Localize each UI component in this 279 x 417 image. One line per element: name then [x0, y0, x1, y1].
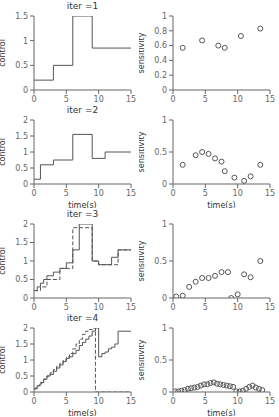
svg-text:time(s): time(s) — [68, 201, 96, 208]
svg-text:sensitivity: sensitivity — [139, 131, 146, 172]
html-text:iter =3: iter =3 — [66, 209, 99, 219]
svg-text:0: 0 — [170, 95, 175, 104]
svg-text:15: 15 — [265, 95, 275, 104]
svg-text:0: 0 — [31, 397, 36, 406]
svg-text:0.5: 0.5 — [15, 164, 28, 173]
svg-text:0: 0 — [23, 86, 28, 95]
svg-text:15: 15 — [265, 189, 275, 198]
html-text:iter =1: iter =1 — [66, 1, 99, 11]
svg-text:1: 1 — [23, 356, 28, 365]
svg-text:0: 0 — [162, 86, 167, 95]
svg-text:0.5: 0.5 — [154, 356, 167, 365]
svg-text:1: 1 — [162, 12, 167, 21]
svg-text:0: 0 — [31, 189, 36, 198]
svg-text:0.5: 0.5 — [15, 372, 28, 381]
svg-text:sensitivity: sensitivity — [139, 240, 146, 281]
svg-text:0: 0 — [170, 303, 175, 312]
svg-text:2: 2 — [23, 220, 28, 229]
svg-text:1: 1 — [162, 220, 167, 229]
svg-text:5: 5 — [64, 189, 69, 198]
svg-text:15: 15 — [265, 303, 275, 312]
svg-text:10: 10 — [94, 189, 104, 198]
svg-text:1: 1 — [23, 257, 28, 266]
svg-text:control: control — [0, 247, 7, 275]
svg-text:1: 1 — [23, 37, 28, 46]
svg-text:1: 1 — [162, 324, 167, 333]
svg-text:0.5: 0.5 — [15, 61, 28, 70]
svg-text:15: 15 — [265, 397, 275, 406]
svg-text:1.5: 1.5 — [15, 12, 28, 21]
svg-text:sensitivity: sensitivity — [139, 339, 146, 380]
svg-text:0.5: 0.5 — [15, 275, 28, 284]
html-text:iter =4: iter =4 — [66, 313, 99, 323]
svg-text:10: 10 — [233, 189, 243, 198]
svg-text:10: 10 — [94, 303, 104, 312]
svg-text:0: 0 — [162, 294, 167, 303]
svg-text:0.5: 0.5 — [154, 257, 167, 266]
svg-text:5: 5 — [64, 303, 69, 312]
svg-text:control: control — [0, 138, 7, 166]
svg-text:0.4: 0.4 — [154, 56, 167, 65]
svg-text:10: 10 — [94, 397, 104, 406]
svg-text:15: 15 — [126, 189, 136, 198]
svg-text:15: 15 — [126, 303, 136, 312]
svg-text:sensitivity: sensitivity — [139, 32, 146, 73]
svg-text:control: control — [0, 346, 7, 374]
svg-text:15: 15 — [126, 397, 136, 406]
svg-text:10: 10 — [233, 95, 243, 104]
svg-text:10: 10 — [233, 303, 243, 312]
svg-text:1.5: 1.5 — [15, 340, 28, 349]
svg-text:time(s): time(s) — [207, 201, 235, 208]
svg-text:control: control — [0, 39, 7, 67]
svg-text:1.5: 1.5 — [15, 238, 28, 247]
svg-text:10: 10 — [94, 95, 104, 104]
svg-text:0.6: 0.6 — [154, 41, 167, 50]
svg-text:5: 5 — [203, 189, 208, 198]
svg-text:5: 5 — [203, 303, 208, 312]
svg-text:0.2: 0.2 — [154, 71, 167, 80]
svg-text:5: 5 — [64, 95, 69, 104]
svg-text:0: 0 — [162, 180, 167, 189]
svg-text:0: 0 — [162, 388, 167, 397]
svg-text:1.5: 1.5 — [15, 132, 28, 141]
svg-text:0: 0 — [23, 388, 28, 397]
svg-text:0: 0 — [31, 95, 36, 104]
svg-text:0: 0 — [31, 303, 36, 312]
svg-text:15: 15 — [126, 95, 136, 104]
svg-text:0: 0 — [23, 180, 28, 189]
svg-text:time(s): time(s) — [207, 409, 235, 416]
svg-text:time(s): time(s) — [68, 409, 96, 416]
svg-text:0: 0 — [23, 294, 28, 303]
svg-text:0.5: 0.5 — [154, 148, 167, 157]
svg-text:1: 1 — [23, 148, 28, 157]
svg-text:5: 5 — [203, 397, 208, 406]
svg-text:0.8: 0.8 — [154, 27, 167, 36]
svg-text:2: 2 — [23, 324, 28, 333]
svg-text:10: 10 — [233, 397, 243, 406]
html-text:iter =2: iter =2 — [66, 105, 99, 115]
svg-text:0: 0 — [170, 189, 175, 198]
svg-text:0: 0 — [170, 397, 175, 406]
svg-text:1: 1 — [162, 116, 167, 125]
svg-text:2: 2 — [23, 116, 28, 125]
svg-text:5: 5 — [203, 95, 208, 104]
svg-text:5: 5 — [64, 397, 69, 406]
